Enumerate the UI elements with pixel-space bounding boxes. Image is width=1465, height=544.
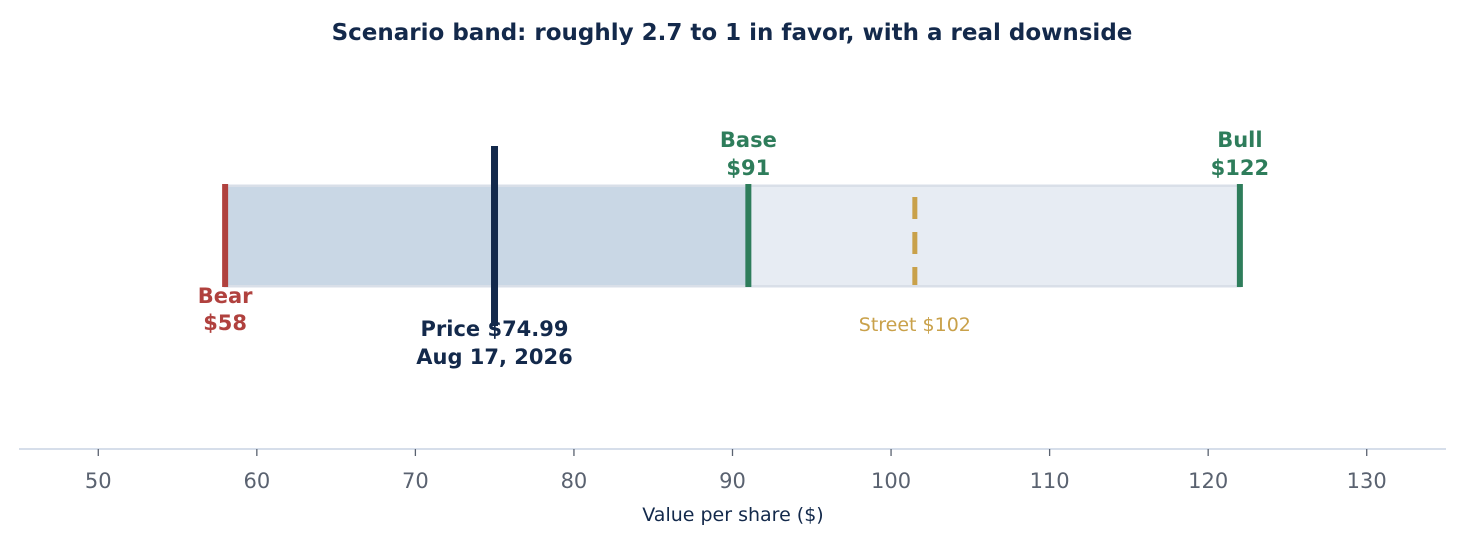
bear-label: Bear [198, 284, 253, 308]
scenario-band [223, 184, 1242, 288]
chart-title: Scenario band: roughly 2.7 to 1 in favor… [332, 20, 1133, 46]
price-date-label: Aug 17, 2026 [416, 345, 573, 369]
bull-label: Bull [1217, 128, 1262, 152]
band-bear-to-base [225, 187, 749, 285]
x-tick-label: 110 [1030, 469, 1070, 493]
street-label: Street $102 [859, 314, 971, 336]
band-base-to-bull [748, 187, 1240, 285]
x-tick-label: 60 [243, 469, 270, 493]
x-tick-label: 130 [1347, 469, 1387, 493]
x-axis-label: Value per share ($) [642, 504, 823, 526]
bear-value-label: $58 [203, 311, 247, 335]
x-tick-label: 80 [561, 469, 588, 493]
x-tick-label: 70 [402, 469, 429, 493]
x-tick-label: 100 [871, 469, 911, 493]
x-tick-label: 90 [719, 469, 746, 493]
base-label: Base [720, 128, 777, 152]
base-value-label: $91 [726, 156, 770, 180]
price-label: Price $74.99 [421, 317, 569, 341]
x-tick-label: 50 [85, 469, 112, 493]
bull-value-label: $122 [1211, 156, 1269, 180]
x-tick-label: 120 [1188, 469, 1228, 493]
x-axis: 50 60 70 80 90 100 110 120 130 [19, 448, 1446, 493]
